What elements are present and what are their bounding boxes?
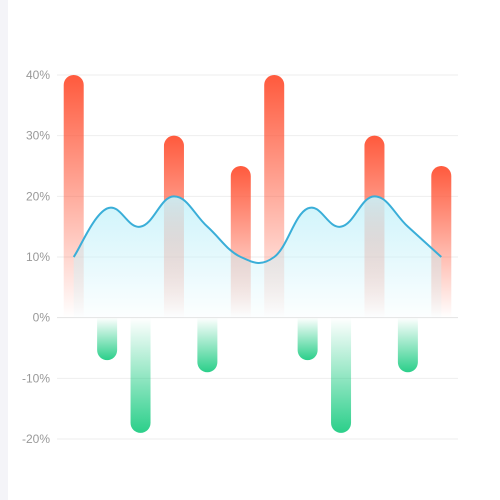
y-tick-label: 30% (26, 129, 50, 143)
line-area (73, 196, 442, 318)
bar (197, 317, 218, 373)
bar (130, 317, 151, 433)
series-line (72, 195, 442, 264)
bar (331, 317, 352, 433)
y-axis-tick-labels: -20% -10% 0% 10% 20% 30% 40% (22, 68, 50, 446)
bar (397, 317, 418, 373)
line-series (72, 195, 442, 318)
y-tick-label: -20% (22, 432, 50, 446)
y-tick-label: 40% (26, 68, 50, 82)
bar (97, 317, 118, 361)
y-tick-label: 10% (26, 250, 50, 264)
y-tick-label: -10% (22, 371, 50, 385)
y-tick-label: 20% (26, 189, 50, 203)
y-tick-label: 0% (33, 311, 51, 325)
bar (297, 317, 318, 361)
